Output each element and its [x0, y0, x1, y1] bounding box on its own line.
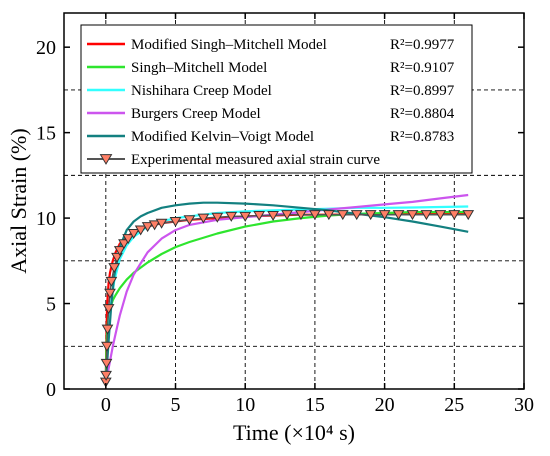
data-point	[183, 215, 196, 226]
plot-frame	[63, 12, 525, 390]
y-tick-label: 0	[46, 379, 56, 401]
legend-r2: R²=0.8997	[390, 83, 455, 99]
x-axis-label: Time (×10⁴ s)	[233, 420, 355, 445]
data-point	[392, 210, 405, 221]
legend-marker	[99, 154, 113, 165]
data-point	[101, 324, 114, 335]
data-point	[211, 212, 224, 223]
data-point	[104, 288, 116, 299]
legend-label: Modified Singh–Mitchell Model	[131, 37, 327, 53]
data-point	[364, 210, 377, 221]
data-point	[141, 222, 154, 233]
data-point	[281, 210, 293, 221]
data-point	[267, 211, 279, 222]
data-point	[100, 370, 112, 381]
data-point	[253, 211, 266, 222]
data-point	[118, 239, 130, 250]
y-tick-label: 5	[46, 294, 56, 316]
legend-r2: R²=0.8804	[390, 106, 455, 122]
legend-label: Modified Kelvin–Voigt Model	[131, 129, 314, 145]
y-tick-label: 20	[36, 37, 56, 59]
y-axis-label: Axial Strain (%)	[6, 128, 31, 273]
y-tick-label: 10	[36, 208, 56, 230]
data-point	[322, 210, 335, 221]
legend-label: Burgers Creep Model	[131, 106, 261, 122]
legend-r2: R²=0.9977	[390, 37, 455, 53]
x-tick-label: 10	[235, 394, 255, 416]
data-point	[155, 218, 168, 229]
data-point	[336, 210, 349, 221]
data-point	[113, 246, 126, 257]
data-point	[134, 225, 147, 236]
data-point	[122, 234, 134, 245]
x-tick-label: 0	[101, 394, 111, 416]
data-point	[462, 210, 475, 221]
data-point	[169, 217, 182, 227]
data-point	[108, 263, 121, 274]
x-tick-label: 30	[514, 394, 534, 416]
data-point	[101, 341, 113, 352]
data-point	[239, 211, 252, 222]
data-point	[309, 210, 321, 221]
data-point	[225, 211, 238, 222]
legend-r2: R²=0.8783	[390, 129, 454, 145]
data-point	[100, 358, 113, 369]
data-point	[295, 210, 307, 221]
series-line-experimental-measured-axial-strain-curve	[105, 213, 469, 383]
legend-r2: R²=0.9107	[390, 60, 455, 76]
data-point	[197, 213, 210, 224]
legend-label: Nishihara Creep Model	[131, 83, 272, 99]
series-line-nishihara-creep-model	[104, 205, 469, 384]
x-tick-label: 15	[305, 394, 325, 416]
data-point	[406, 210, 419, 221]
axis-ticks: 0 5 10 15 20 25 30 0 5 10 15 20	[36, 13, 534, 416]
legend-label: Experimental measured axial strain curve	[131, 152, 380, 168]
data-point	[148, 220, 161, 231]
x-tick-label: 5	[171, 394, 181, 416]
y-tick-label: 15	[36, 123, 56, 145]
data-point	[378, 210, 391, 221]
series-line-modified-kelvin-voigt-model	[104, 201, 469, 384]
series-line-singh-mitchell-model	[104, 211, 469, 381]
data-point	[102, 304, 115, 315]
data-point	[127, 228, 140, 239]
x-tick-label: 20	[375, 394, 395, 416]
legend: Modified Singh–Mitchell Model R²=0.9977 Si…	[80, 24, 473, 174]
data-point	[420, 210, 433, 221]
series-layer	[99, 193, 475, 388]
data-point	[350, 210, 363, 221]
data-point	[448, 210, 461, 221]
legend-box	[80, 24, 473, 174]
data-point	[434, 210, 447, 221]
legend-label: Singh–Mitchell Model	[131, 60, 267, 76]
x-tick-label: 25	[444, 394, 464, 416]
data-point	[105, 276, 118, 287]
